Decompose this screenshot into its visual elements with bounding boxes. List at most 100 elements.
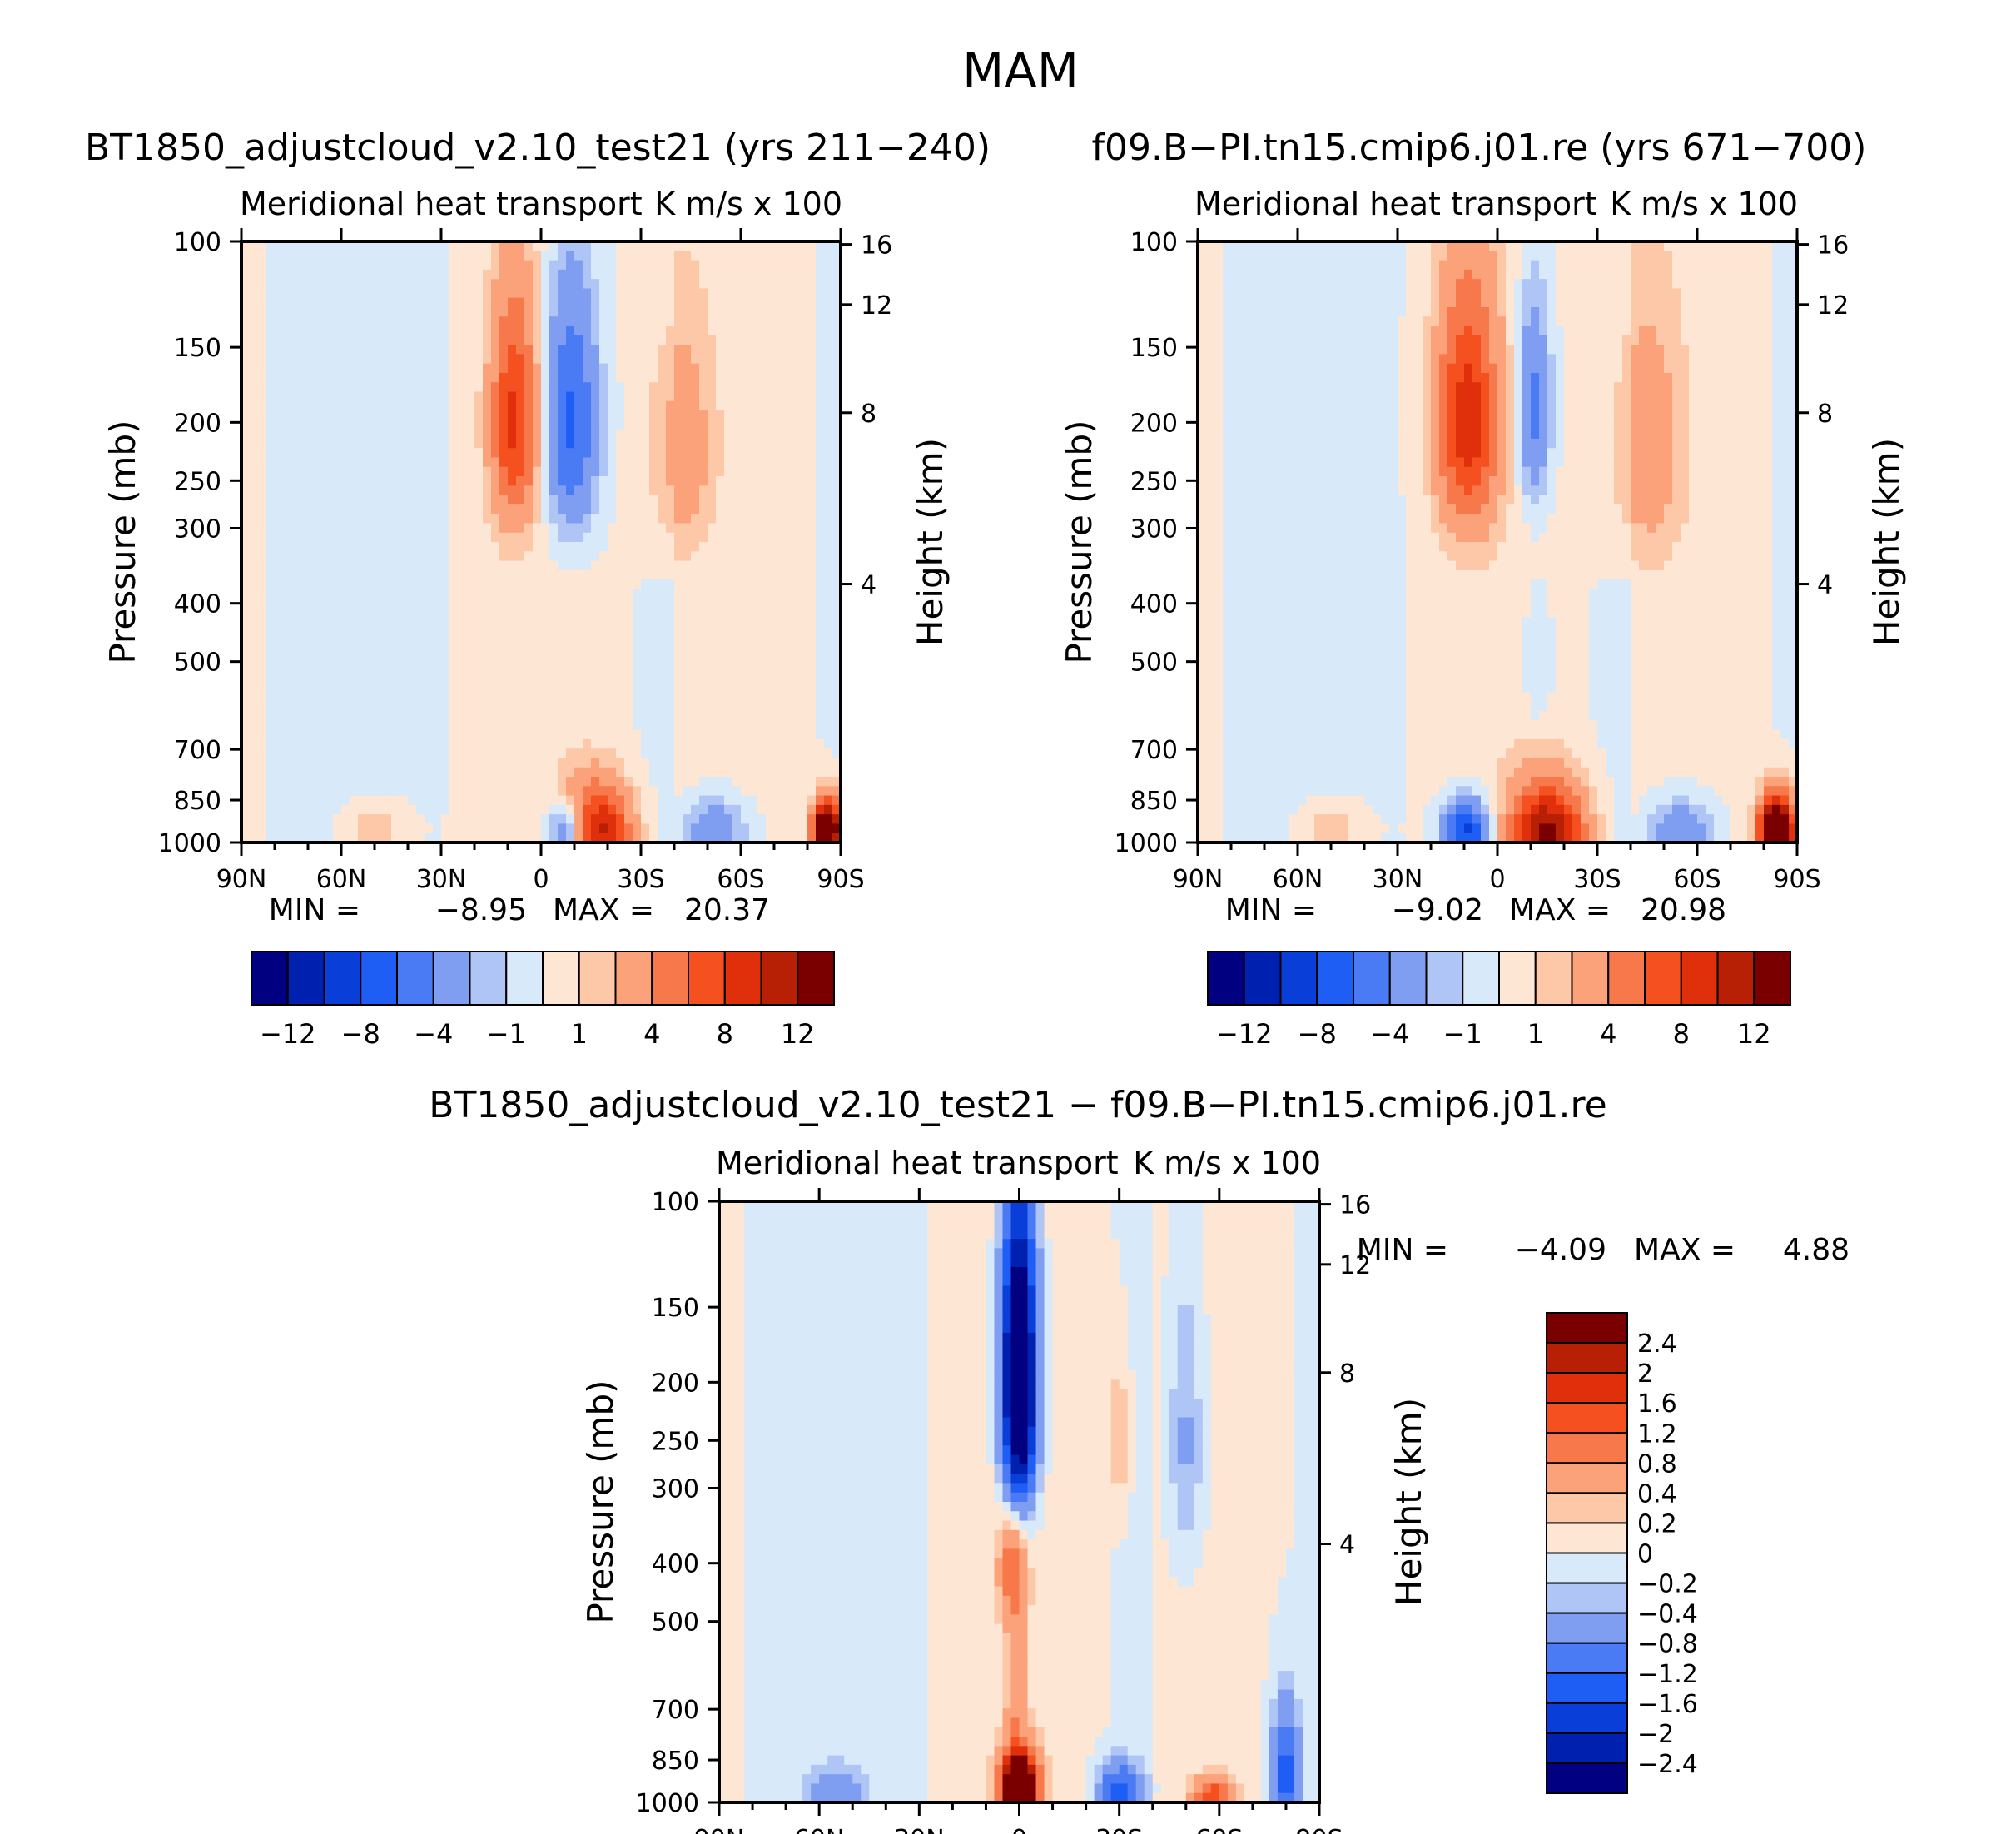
contour-cell bbox=[300, 786, 309, 797]
contour-cell bbox=[483, 542, 492, 552]
contour-cell bbox=[433, 269, 442, 280]
contour-cell bbox=[766, 720, 775, 731]
contour-cell bbox=[616, 438, 625, 449]
contour-cell bbox=[325, 269, 334, 280]
contour-cell bbox=[558, 514, 567, 524]
contour-cell bbox=[400, 589, 409, 599]
panel1-colorbar: −12 −8 −4 −1 1 4 8 12 bbox=[251, 951, 835, 1050]
contour-cell bbox=[816, 297, 825, 308]
contour-cell bbox=[308, 635, 317, 646]
contour-cell bbox=[674, 635, 683, 646]
contour-cell bbox=[300, 795, 309, 806]
contour-cell bbox=[699, 786, 708, 797]
contour-cell bbox=[649, 476, 658, 486]
contour-cell bbox=[674, 767, 683, 778]
contour-cell bbox=[283, 626, 292, 637]
contour-cell bbox=[757, 767, 767, 778]
contour-cell bbox=[807, 626, 817, 637]
contour-cell bbox=[699, 400, 708, 411]
contour-cell bbox=[341, 495, 350, 505]
contour-cell bbox=[291, 316, 300, 327]
contour-cell bbox=[616, 598, 625, 609]
colorbar-box bbox=[360, 951, 398, 1006]
contour-cell bbox=[400, 241, 409, 251]
contour-cell bbox=[741, 598, 750, 609]
panel1-max-value: 20.37 bbox=[684, 893, 770, 927]
contour-cell bbox=[491, 767, 500, 778]
contour-cell bbox=[316, 833, 325, 843]
contour-cell bbox=[325, 814, 334, 825]
contour-cell bbox=[1389, 269, 1398, 280]
contour-cell bbox=[1364, 241, 1373, 251]
contour-cell bbox=[250, 438, 259, 449]
contour-cell bbox=[674, 569, 683, 580]
contour-cell bbox=[408, 560, 417, 571]
contour-cell bbox=[250, 279, 259, 290]
contour-cell bbox=[583, 551, 592, 562]
contour-cell bbox=[724, 542, 733, 552]
contour-cell bbox=[741, 410, 750, 420]
contour-cell bbox=[325, 382, 334, 393]
contour-cell bbox=[608, 316, 617, 327]
contour-cell bbox=[516, 420, 525, 430]
contour-cell bbox=[616, 729, 625, 740]
contour-cell bbox=[782, 598, 792, 609]
contour-cell bbox=[375, 504, 384, 514]
contour-cell bbox=[699, 288, 708, 299]
contour-cell bbox=[466, 410, 475, 420]
contour-cell bbox=[616, 607, 625, 618]
contour-cell bbox=[250, 777, 259, 787]
contour-cell bbox=[391, 457, 400, 468]
contour-cell bbox=[1547, 241, 1557, 251]
contour-cell bbox=[641, 673, 650, 683]
contour-cell bbox=[732, 269, 742, 280]
contour-cell bbox=[757, 758, 767, 768]
contour-cell bbox=[266, 288, 276, 299]
contour-cell bbox=[683, 495, 692, 505]
contour-cell bbox=[674, 738, 683, 749]
contour-cell bbox=[275, 664, 284, 674]
contour-cell bbox=[741, 711, 750, 721]
contour-cell bbox=[566, 514, 575, 524]
contour-cell bbox=[708, 504, 717, 514]
contour-cell bbox=[308, 664, 317, 674]
contour-cell bbox=[732, 711, 742, 721]
contour-cell bbox=[766, 748, 775, 759]
contour-cell bbox=[774, 758, 783, 768]
contour-cell bbox=[816, 729, 825, 740]
contour-cell bbox=[350, 738, 359, 749]
contour-cell bbox=[316, 786, 325, 797]
contour-cell bbox=[458, 804, 467, 815]
contour-cell bbox=[258, 560, 267, 571]
contour-cell bbox=[241, 823, 251, 834]
contour-cell bbox=[250, 306, 259, 317]
contour-cell bbox=[508, 683, 517, 693]
contour-cell bbox=[391, 400, 400, 411]
contour-cell bbox=[291, 786, 300, 797]
contour-cell bbox=[400, 560, 409, 571]
contour-cell bbox=[458, 504, 467, 514]
contour-cell bbox=[458, 438, 467, 449]
contour-cell bbox=[508, 288, 517, 299]
contour-cell bbox=[491, 251, 500, 261]
contour-cell bbox=[524, 795, 534, 806]
contour-cell bbox=[258, 777, 267, 787]
contour-cell bbox=[499, 645, 509, 655]
contour-cell bbox=[266, 514, 276, 524]
contour-cell bbox=[241, 485, 251, 496]
contour-cell bbox=[358, 814, 367, 825]
contour-cell bbox=[832, 326, 842, 336]
contour-cell bbox=[749, 251, 758, 261]
contour-cell bbox=[616, 579, 625, 590]
contour-cell bbox=[1198, 260, 1207, 271]
contour-cell bbox=[425, 692, 434, 703]
contour-cell bbox=[583, 635, 592, 646]
contour-cell bbox=[474, 720, 484, 731]
contour-cell bbox=[291, 607, 300, 618]
contour-cell bbox=[724, 241, 733, 251]
contour-cell bbox=[732, 306, 742, 317]
contour-cell bbox=[691, 542, 700, 552]
contour-cell bbox=[1273, 260, 1282, 271]
contour-cell bbox=[824, 269, 833, 280]
contour-cell bbox=[741, 626, 750, 637]
